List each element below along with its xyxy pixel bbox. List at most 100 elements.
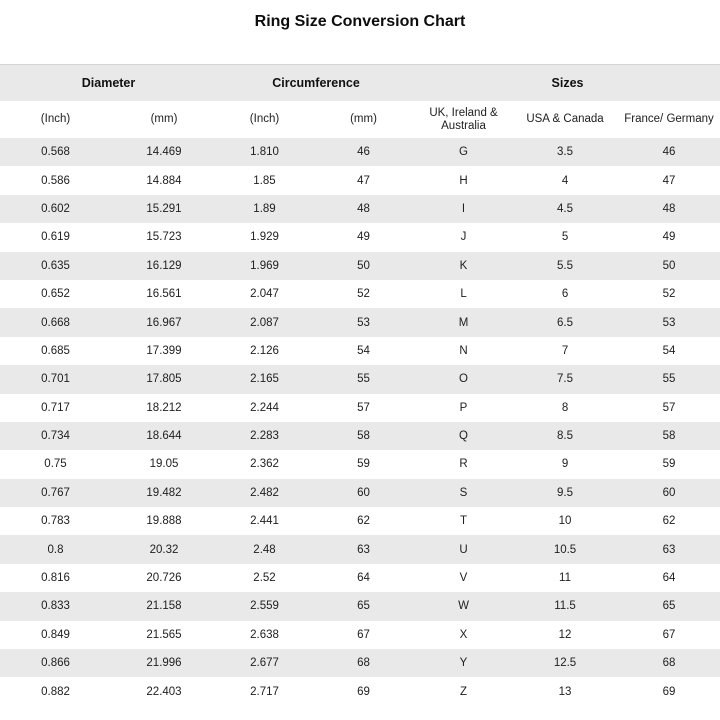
table-body: 0.568 14.469 1.810 46 G 3.5 46 0.586 14.884 1.85 4… xyxy=(0,138,720,706)
table-cell: 13 xyxy=(558,685,572,698)
table-cell: 49 xyxy=(662,231,676,244)
table-row: 0.849 21.565 2.638 67 X 12 67 xyxy=(0,620,720,650)
table-cell: 19.482 xyxy=(146,486,182,499)
table-cell: 2.559 xyxy=(250,600,279,613)
table-cell: T xyxy=(460,515,468,528)
table-cell: I xyxy=(461,202,466,215)
table-cell: 0.635 xyxy=(41,259,70,272)
col-header-diameter-inch: (Inch) xyxy=(0,101,111,138)
table-cell: 2.48 xyxy=(253,543,276,556)
table-row: 0.701 17.805 2.165 55 O 7.5 55 xyxy=(0,365,720,394)
table-row: 0.866 21.996 2.677 68 Y 12.5 68 xyxy=(0,649,720,678)
table-cell: 11 xyxy=(559,572,571,585)
table-cell: 58 xyxy=(662,430,676,443)
table-cell: 0.882 xyxy=(41,685,70,698)
table-cell: 67 xyxy=(662,628,676,641)
table-cell: G xyxy=(459,146,468,159)
table-cell: 0.866 xyxy=(41,657,70,670)
table-cell: 16.561 xyxy=(146,288,182,301)
table-row: 0.882 22.403 2.717 69 Z 13 69 xyxy=(0,677,720,706)
table-cell: 57 xyxy=(662,401,676,414)
table-cell: M xyxy=(458,316,469,329)
table-cell: 8.5 xyxy=(557,430,574,443)
table-row: 0.685 17.399 2.126 54 N 7 54 xyxy=(0,336,720,366)
table-cell: 55 xyxy=(662,373,676,386)
table-cell: 64 xyxy=(357,572,370,585)
table-cell: 15.723 xyxy=(146,231,182,244)
table-cell: 68 xyxy=(357,657,370,670)
table-cell: 55 xyxy=(357,373,370,386)
table-cell: 2.638 xyxy=(250,628,279,641)
table-cell: P xyxy=(459,401,468,414)
table-cell: 21.996 xyxy=(146,657,182,670)
table-cell: R xyxy=(459,458,468,471)
table-cell: 65 xyxy=(357,600,370,613)
table-cell: 6 xyxy=(561,288,569,301)
table-cell: 0.717 xyxy=(41,401,70,414)
table-cell: 0.586 xyxy=(41,174,70,187)
table-cell: 18.212 xyxy=(146,401,182,414)
table-cell: 1.89 xyxy=(253,202,276,215)
table-cell: 0.568 xyxy=(41,146,70,159)
table-cell: 53 xyxy=(357,316,370,329)
ring-size-table: Diameter Circumference Sizes (Inch) (mm)… xyxy=(0,64,720,706)
table-cell: 14.884 xyxy=(146,174,182,187)
table-row: 0.833 21.158 2.559 65 W 11.5 65 xyxy=(0,592,720,621)
table-cell: 59 xyxy=(357,458,370,471)
table-cell: 69 xyxy=(662,685,676,698)
table-cell: 54 xyxy=(662,344,676,357)
group-header-sizes: Sizes xyxy=(415,64,720,101)
table-row: 0.635 16.129 1.969 50 K 5.5 50 xyxy=(0,251,720,280)
table-cell: 65 xyxy=(662,600,676,613)
table-cell: 0.685 xyxy=(41,344,70,357)
table-cell: 48 xyxy=(357,202,370,215)
table-cell: 16.967 xyxy=(146,316,182,329)
table-cell: 0.701 xyxy=(41,373,70,386)
table-cell: 16.129 xyxy=(146,259,182,272)
table-cell: W xyxy=(458,600,469,613)
table-row: 0.586 14.884 1.85 47 H 4 47 xyxy=(0,166,720,195)
table-cell: 4.5 xyxy=(557,202,574,215)
table-cell: 15.291 xyxy=(146,202,182,215)
table-cell: 9.5 xyxy=(557,486,574,499)
table-cell: 5 xyxy=(561,231,569,244)
table-cell: 53 xyxy=(662,316,676,329)
table-cell: 10 xyxy=(558,515,572,528)
table-row: 0.602 15.291 1.89 48 I 4.5 48 xyxy=(0,194,720,224)
table-cell: 0.833 xyxy=(41,600,70,613)
table-cell: 0.668 xyxy=(41,316,70,329)
table-cell: X xyxy=(459,628,468,641)
table-row: 0.8 20.32 2.48 63 U 10.5 63 xyxy=(0,535,720,564)
table-cell: 62 xyxy=(357,515,370,528)
table-row: 0.568 14.469 1.810 46 G 3.5 46 xyxy=(0,138,720,167)
table-cell: 0.783 xyxy=(41,515,70,528)
table-cell: 2.283 xyxy=(250,430,279,443)
table-cell: 46 xyxy=(357,146,370,159)
table-cell: 2.717 xyxy=(250,685,279,698)
table-cell: 12 xyxy=(558,628,572,641)
table-row: 0.717 18.212 2.244 57 P 8 57 xyxy=(0,393,720,422)
table-cell: 2.52 xyxy=(253,572,276,585)
table-cell: 21.565 xyxy=(146,628,182,641)
table-row: 0.668 16.967 2.087 53 M 6.5 53 xyxy=(0,308,720,337)
table-cell: 2.482 xyxy=(250,486,279,499)
table-cell: 2.165 xyxy=(250,373,279,386)
table-cell: S xyxy=(459,486,468,499)
table-cell: 2.244 xyxy=(250,401,279,414)
table-cell: 63 xyxy=(357,543,370,556)
table-cell: V xyxy=(459,572,468,585)
table-row: 0.652 16.561 2.047 52 L 6 52 xyxy=(0,279,720,309)
col-header-france-germany: France/ Germany xyxy=(618,101,720,138)
table-cell: 20.32 xyxy=(149,543,179,556)
table-cell: 2.047 xyxy=(250,288,279,301)
table-cell: 46 xyxy=(662,146,676,159)
table-row: 0.734 18.644 2.283 58 Q 8.5 58 xyxy=(0,421,720,451)
table-cell: 60 xyxy=(357,486,370,499)
col-header-diameter-mm: (mm) xyxy=(111,101,217,138)
table-cell: 11.5 xyxy=(554,600,576,613)
table-header: Diameter Circumference Sizes (Inch) (mm)… xyxy=(0,64,720,138)
col-header-usa-canada: USA & Canada xyxy=(512,101,619,138)
col-header-circumference-mm: (mm) xyxy=(312,101,416,138)
table-cell: 22.403 xyxy=(146,685,182,698)
table-cell: J xyxy=(460,231,467,244)
